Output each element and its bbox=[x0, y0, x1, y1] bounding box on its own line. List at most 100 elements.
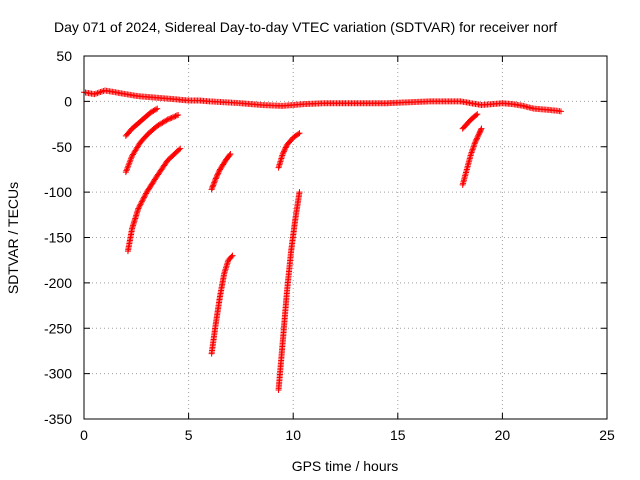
data-point bbox=[468, 151, 475, 158]
y-tick-label: -50 bbox=[52, 139, 72, 155]
data-point bbox=[296, 130, 303, 137]
data-point bbox=[135, 205, 142, 212]
y-tick-label: -250 bbox=[44, 320, 72, 336]
data-point bbox=[98, 88, 105, 95]
data-point bbox=[94, 90, 101, 97]
series-5 bbox=[208, 252, 236, 357]
data-point bbox=[141, 193, 148, 200]
x-tick-label: 10 bbox=[285, 427, 301, 443]
data-point bbox=[212, 175, 219, 182]
data-point bbox=[215, 170, 222, 177]
data-point bbox=[215, 169, 222, 176]
data-point bbox=[140, 195, 147, 202]
data-point bbox=[471, 140, 478, 147]
series-8 bbox=[459, 125, 485, 188]
data-point bbox=[213, 172, 220, 179]
data-point bbox=[208, 186, 215, 193]
series-7 bbox=[275, 189, 303, 393]
data-point bbox=[473, 136, 480, 143]
data-point bbox=[282, 144, 289, 151]
chart-title: Day 071 of 2024, Sidereal Day-to-day VTE… bbox=[54, 19, 557, 35]
data-point bbox=[210, 180, 217, 187]
data-point bbox=[282, 145, 289, 152]
data-point bbox=[126, 160, 133, 167]
series-4 bbox=[208, 151, 234, 193]
data-point bbox=[214, 171, 221, 178]
series-2 bbox=[122, 111, 182, 176]
data-point bbox=[212, 176, 219, 183]
x-tick-label: 25 bbox=[599, 427, 615, 443]
data-point bbox=[95, 89, 102, 96]
y-tick-label: 0 bbox=[64, 93, 72, 109]
data-point bbox=[176, 146, 183, 153]
data-point bbox=[474, 134, 481, 141]
data-point bbox=[229, 252, 236, 259]
data-point bbox=[211, 179, 218, 186]
data-point bbox=[279, 151, 286, 158]
y-tick-label: -200 bbox=[44, 275, 72, 291]
data-point bbox=[147, 109, 154, 116]
data-point bbox=[124, 164, 131, 171]
data-point bbox=[473, 135, 480, 142]
y-tick-label: -350 bbox=[44, 411, 72, 427]
data-point bbox=[211, 178, 218, 185]
y-tick-label: -150 bbox=[44, 230, 72, 246]
data-point bbox=[171, 113, 178, 120]
x-tick-label: 5 bbox=[185, 427, 193, 443]
data-point bbox=[150, 107, 157, 114]
series-0 bbox=[81, 87, 564, 115]
data-point bbox=[173, 112, 180, 119]
data-points bbox=[81, 87, 564, 393]
data-point bbox=[165, 115, 172, 122]
data-point bbox=[138, 200, 145, 207]
data-point bbox=[473, 111, 480, 118]
series-9 bbox=[459, 111, 481, 132]
series-6 bbox=[275, 130, 303, 171]
data-point bbox=[97, 89, 104, 96]
data-point bbox=[477, 126, 484, 133]
data-point bbox=[296, 189, 303, 196]
data-point bbox=[216, 167, 223, 174]
data-point bbox=[126, 158, 133, 165]
data-point bbox=[177, 145, 184, 152]
data-point bbox=[226, 152, 233, 159]
data-point bbox=[151, 107, 158, 114]
data-point bbox=[167, 115, 174, 122]
data-point bbox=[474, 111, 481, 118]
series-1 bbox=[122, 105, 161, 139]
grid-lines bbox=[84, 56, 607, 419]
x-tick-label: 20 bbox=[495, 427, 511, 443]
data-point bbox=[125, 163, 132, 170]
data-point bbox=[475, 132, 482, 139]
y-tick-label: -100 bbox=[44, 184, 72, 200]
data-point bbox=[123, 166, 130, 173]
data-point bbox=[469, 146, 476, 153]
data-point bbox=[128, 154, 135, 161]
data-point bbox=[136, 204, 143, 211]
data-point bbox=[470, 145, 477, 152]
data-point bbox=[154, 105, 161, 112]
data-point bbox=[469, 148, 476, 155]
y-axis-label: SDTVAR / TECUs bbox=[5, 182, 21, 294]
series-3 bbox=[124, 145, 184, 255]
data-point bbox=[175, 111, 182, 118]
data-point bbox=[92, 90, 99, 97]
data-point bbox=[140, 194, 147, 201]
axis-ticks: 0 5 10 15 20 25 50 0 -50 -100 -150 -200 -250 -300 -350 bbox=[44, 48, 615, 443]
data-point bbox=[136, 202, 143, 209]
data-point bbox=[163, 117, 170, 124]
data-point bbox=[152, 106, 159, 113]
data-point bbox=[209, 183, 216, 190]
data-point bbox=[149, 108, 156, 115]
data-point bbox=[169, 114, 176, 121]
data-point bbox=[471, 142, 478, 149]
data-point bbox=[125, 161, 132, 168]
data-point bbox=[127, 155, 134, 162]
data-point bbox=[137, 201, 144, 208]
data-point bbox=[472, 137, 479, 144]
y-tick-label: 50 bbox=[56, 48, 72, 64]
data-point bbox=[470, 143, 477, 150]
data-point bbox=[142, 191, 149, 198]
